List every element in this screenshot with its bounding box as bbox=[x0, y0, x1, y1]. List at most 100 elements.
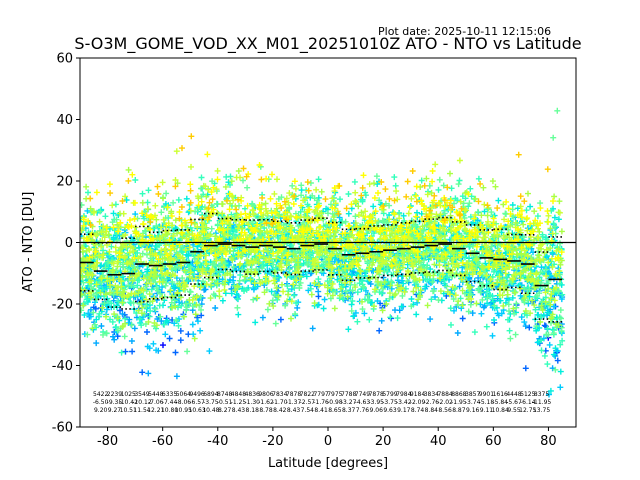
x-tick-label: -40 bbox=[207, 434, 228, 449]
bin-stat-label: -4.63 bbox=[355, 399, 371, 406]
y-axis-label: ATO - NTO [DU] bbox=[21, 192, 36, 293]
bin-stat-label: 8.65 bbox=[328, 407, 342, 414]
bin-stat-label: 1025 bbox=[121, 391, 136, 398]
x-tick-label: 80 bbox=[540, 434, 557, 449]
bin-stat-label: 10.84 bbox=[492, 407, 509, 414]
bin-stat-label: -6.57 bbox=[189, 399, 205, 406]
bin-stat-label: -2.76 bbox=[424, 399, 440, 406]
bin-stat-label: 12.75 bbox=[519, 407, 536, 414]
bin-stat-label: 9.63 bbox=[383, 407, 397, 414]
bin-stat-label: 9.17 bbox=[397, 407, 411, 414]
bin-stat-label: -7.06 bbox=[148, 399, 164, 406]
bin-stat-label: 7884 bbox=[437, 391, 452, 398]
bin-stat-label: -2.09 bbox=[410, 399, 426, 406]
bin-stat-label: 10.51 bbox=[120, 407, 137, 414]
bin-stat-label: -7.44 bbox=[162, 399, 178, 406]
bin-stat-label: 8.87 bbox=[452, 407, 466, 414]
bin-stat-label: 7822 bbox=[300, 391, 315, 398]
bin-stat-label: 8.84 bbox=[425, 407, 439, 414]
bin-stat-label: 5422 bbox=[93, 391, 108, 398]
bin-stat-label: -6.14 bbox=[520, 399, 536, 406]
bin-stat-label: 8868 bbox=[451, 391, 466, 398]
bin-stat-label: 9.11 bbox=[480, 407, 494, 414]
bin-stat-label: -2.02 bbox=[437, 399, 453, 406]
bin-stat-label: 8.41 bbox=[314, 407, 328, 414]
x-tick-label: -80 bbox=[97, 434, 118, 449]
bin-stat-label: 5799 bbox=[382, 391, 397, 398]
bin-stat-label: -6.50 bbox=[93, 399, 109, 406]
bin-stat-label: 10.95 bbox=[175, 407, 192, 414]
bin-stat-label: 7788 bbox=[341, 391, 356, 398]
bin-stat-label: 11.54 bbox=[133, 407, 150, 414]
bin-stat-label: 4848 bbox=[231, 391, 246, 398]
bin-stat-label: -10.42 bbox=[119, 399, 139, 406]
bin-stat-label: 9.16 bbox=[466, 407, 480, 414]
bin-stat-label: -0.98 bbox=[327, 399, 343, 406]
bin-stat-label: 8748 bbox=[217, 391, 232, 398]
bin-stat-label: 1616 bbox=[493, 391, 508, 398]
x-axis: -80 -60 -40 -20 0 20 40 60 80 bbox=[97, 427, 557, 449]
bin-stat-label: -10.12 bbox=[132, 399, 152, 406]
bin-stat-label: 8375 bbox=[534, 391, 549, 398]
x-tick-label: 60 bbox=[485, 434, 502, 449]
bin-stat-label: 8.78 bbox=[259, 407, 273, 414]
scatter-points bbox=[80, 107, 566, 398]
bin-stat-label: 7834 bbox=[272, 391, 287, 398]
bin-stat-label: 7878 bbox=[286, 391, 301, 398]
bin-stat-label: -1.95 bbox=[451, 399, 467, 406]
bin-stat-label: 7975 bbox=[327, 391, 342, 398]
bin-stat-label: -1.37 bbox=[286, 399, 302, 406]
scatter-marker-group bbox=[80, 151, 565, 270]
bin-stat-label: -1.25 bbox=[231, 399, 247, 406]
bin-stat-label: 8.27 bbox=[218, 407, 232, 414]
bin-stat-label: -11.95 bbox=[532, 399, 552, 406]
bin-stat-label: 8.43 bbox=[232, 407, 246, 414]
bin-stat-label: 6894 bbox=[203, 391, 218, 398]
bin-stat-label: 8.42 bbox=[273, 407, 287, 414]
bin-stat-label: 10.48 bbox=[202, 407, 219, 414]
bin-stat-label: 8.43 bbox=[287, 407, 301, 414]
statistic-overlays bbox=[80, 212, 576, 323]
bin-stat-label: 10.80 bbox=[161, 407, 178, 414]
bin-stat-label: -9.35 bbox=[107, 399, 123, 406]
bin-stat-label: 9901 bbox=[479, 391, 494, 398]
y-tick-label: -40 bbox=[52, 359, 73, 374]
bin-statistics-table: 5422223910253549544863355064949668948748… bbox=[93, 391, 552, 414]
bin-stat-label: -5.84 bbox=[492, 399, 508, 406]
bin-stat-label: 2239 bbox=[107, 391, 122, 398]
bin-stat-label: -5.18 bbox=[479, 399, 495, 406]
bin-stat-label: 5064 bbox=[176, 391, 191, 398]
x-axis-label: Latitude [degrees] bbox=[268, 456, 388, 471]
scatter-marker-group bbox=[87, 133, 551, 228]
x-tick-label: 40 bbox=[430, 434, 447, 449]
bin-stat-label: 9806 bbox=[258, 391, 273, 398]
bin-stat-label: 3834 bbox=[424, 391, 439, 398]
y-tick-label: -20 bbox=[52, 298, 73, 313]
bin-stat-label: 8.74 bbox=[411, 407, 425, 414]
y-tick-label: 0 bbox=[65, 236, 73, 251]
y-tick-label: 20 bbox=[56, 175, 73, 190]
bin-stat-label: -3.75 bbox=[203, 399, 219, 406]
bin-stat-label: 8.37 bbox=[342, 407, 356, 414]
y-tick-label: 40 bbox=[56, 113, 73, 128]
bin-stat-label: 13.75 bbox=[533, 407, 550, 414]
bin-stat-label: 7797 bbox=[313, 391, 328, 398]
bin-stat-label: -1.70 bbox=[272, 399, 288, 406]
bin-stat-label: -8.06 bbox=[176, 399, 192, 406]
bin-stat-label: 7.76 bbox=[356, 407, 370, 414]
bin-stat-label: 9496 bbox=[189, 391, 204, 398]
bin-stat-label: 4836 bbox=[245, 391, 260, 398]
bin-stat-label: -1.76 bbox=[313, 399, 329, 406]
bin-stat-label: 9.20 bbox=[94, 407, 108, 414]
bin-stat-label: -2.57 bbox=[300, 399, 316, 406]
plot-date: Plot date: 2025-10-11 12:15:06 bbox=[378, 25, 551, 38]
bin-stat-label: -3.95 bbox=[368, 399, 384, 406]
x-tick-label: 20 bbox=[375, 434, 392, 449]
bin-stat-label: 7.54 bbox=[301, 407, 315, 414]
chart-title: S-O3M_GOME_VOD_XX_M01_20251010Z ATO - NT… bbox=[74, 34, 581, 54]
scatter-marker-group bbox=[160, 334, 560, 356]
bin-stat-label: -3.74 bbox=[465, 399, 481, 406]
x-tick-label: -60 bbox=[152, 434, 173, 449]
bin-stat-label: 5125 bbox=[520, 391, 535, 398]
